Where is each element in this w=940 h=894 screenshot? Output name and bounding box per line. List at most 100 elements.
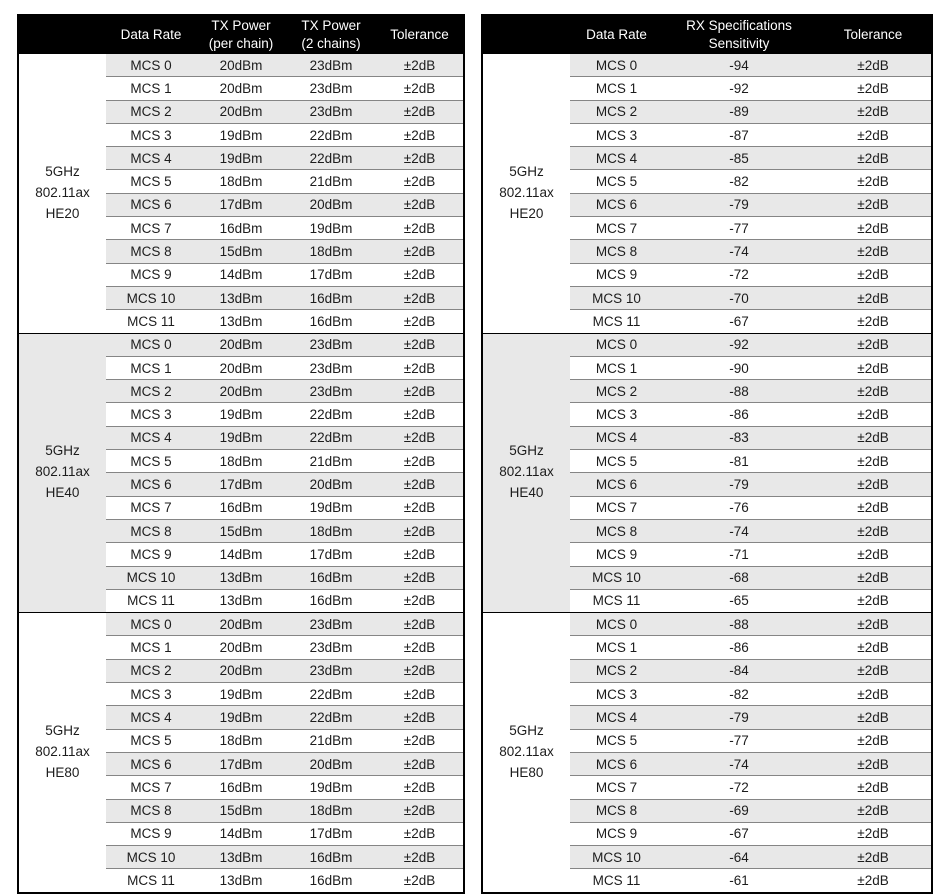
data-rate-cell: MCS 4: [106, 146, 196, 171]
tx-two-chains-cell: 21dBm: [286, 169, 376, 194]
data-rate-cell: MCS 9: [570, 542, 663, 567]
rx-sensitivity-cell: -74: [663, 239, 815, 264]
tx-two-chains-cell: 17dBm: [286, 263, 376, 287]
rx-sensitivity-cell: -88: [663, 379, 815, 404]
header-cell: Data Rate: [106, 15, 196, 54]
tx-per-chain-cell: 18dBm: [196, 729, 286, 753]
data-rate-cell: MCS 9: [106, 822, 196, 847]
header-row: Data Rate RX Specifications Sensitivity To…: [482, 15, 932, 54]
rx-sensitivity-cell: -61: [663, 868, 815, 893]
tx-per-chain-cell: 19dBm: [196, 123, 286, 148]
tolerance-cell: ±2dB: [815, 216, 932, 241]
band-header-cell: [482, 15, 570, 54]
tolerance-cell: ±2dB: [815, 263, 932, 287]
tolerance-cell: ±2dB: [376, 775, 464, 800]
data-rate-cell: MCS 4: [106, 426, 196, 451]
data-rate-cell: MCS 6: [570, 472, 663, 497]
table-row: MCS 4 19dBm 22dBm ±2dB: [18, 146, 464, 171]
tolerance-cell: ±2dB: [376, 729, 464, 753]
rx-sensitivity-cell: -72: [663, 775, 815, 800]
data-rate-cell: MCS 7: [106, 496, 196, 520]
table-row: MCS 8 15dBm 18dBm ±2dB: [18, 239, 464, 264]
data-rate-cell: MCS 8: [570, 799, 663, 823]
table-row: 5GHz 802.11ax HE80 MCS 0 20dBm 23dBm ±2dB: [18, 612, 464, 894]
table-row: MCS 9 14dBm 17dBm ±2dB: [18, 263, 464, 287]
data-rate-cell: MCS 0: [570, 612, 663, 637]
data-rate-cell: MCS 1: [106, 635, 196, 660]
table-row: MCS 7 -76 ±2dB: [482, 496, 932, 520]
tx-two-chains-cell: 23dBm: [286, 54, 376, 78]
tolerance-cell: ±2dB: [376, 193, 464, 218]
tx-per-chain-cell: 20dBm: [196, 635, 286, 660]
rx-sensitivity-cell: -87: [663, 123, 815, 148]
data-rate-cell: MCS 3: [570, 402, 663, 427]
table-row: 5GHz 802.11ax HE20 MCS 0 20dBm 23dBm ±2dB: [18, 54, 464, 334]
header-cell: Tolerance: [376, 15, 464, 54]
tolerance-cell: ±2dB: [815, 519, 932, 544]
tx-per-chain-cell: 15dBm: [196, 239, 286, 264]
tx-two-chains-cell: 16dBm: [286, 286, 376, 311]
tx-two-chains-cell: 23dBm: [286, 356, 376, 381]
tx-per-chain-cell: 18dBm: [196, 169, 286, 194]
data-rate-cell: MCS 2: [106, 379, 196, 404]
tx-per-chain-cell: 19dBm: [196, 402, 286, 427]
tx-per-chain-cell: 14dBm: [196, 542, 286, 567]
data-rate-cell: MCS 7: [106, 775, 196, 800]
tx-per-chain-cell: 20dBm: [196, 54, 286, 78]
tx-per-chain-cell: 13dBm: [196, 845, 286, 870]
tolerance-cell: ±2dB: [815, 76, 932, 101]
table-row: MCS 10 -64 ±2dB: [482, 845, 932, 870]
tx-two-chains-cell: 16dBm: [286, 845, 376, 870]
tolerance-cell: ±2dB: [376, 333, 464, 357]
table-row: MCS 10 13dBm 16dBm ±2dB: [18, 566, 464, 590]
tolerance-cell: ±2dB: [815, 123, 932, 148]
tolerance-cell: ±2dB: [815, 822, 932, 847]
table-row: MCS 3 19dBm 22dBm ±2dB: [18, 682, 464, 707]
table-row: MCS 1 -90 ±2dB: [482, 356, 932, 381]
rx-sensitivity-cell: -64: [663, 845, 815, 870]
tx-two-chains-cell: 23dBm: [286, 76, 376, 101]
band-cell: 5GHz 802.11ax HE80: [18, 612, 106, 894]
tolerance-cell: ±2dB: [815, 472, 932, 497]
tx-per-chain-cell: 20dBm: [196, 612, 286, 637]
tolerance-cell: ±2dB: [376, 822, 464, 847]
tolerance-cell: ±2dB: [376, 54, 464, 78]
tolerance-cell: ±2dB: [376, 76, 464, 101]
rx-sensitivity-cell: -74: [663, 752, 815, 777]
tolerance-cell: ±2dB: [815, 659, 932, 684]
tx-per-chain-cell: 13dBm: [196, 309, 286, 334]
data-rate-cell: MCS 5: [106, 169, 196, 194]
data-rate-cell: MCS 7: [106, 216, 196, 241]
tolerance-cell: ±2dB: [815, 589, 932, 614]
tx-two-chains-cell: 19dBm: [286, 216, 376, 241]
tx-two-chains-cell: 17dBm: [286, 822, 376, 847]
rx-sensitivity-cell: -86: [663, 635, 815, 660]
tolerance-cell: ±2dB: [376, 542, 464, 567]
rx-sensitivity-cell: -67: [663, 309, 815, 334]
table-row: MCS 7 16dBm 19dBm ±2dB: [18, 775, 464, 800]
data-rate-cell: MCS 5: [570, 729, 663, 753]
tolerance-cell: ±2dB: [376, 635, 464, 660]
table-row: MCS 1 20dBm 23dBm ±2dB: [18, 356, 464, 381]
band-cell: 5GHz 802.11ax HE20: [482, 54, 570, 334]
rx-sensitivity-cell: -88: [663, 612, 815, 637]
tx-per-chain-cell: 19dBm: [196, 146, 286, 171]
tx-per-chain-cell: 20dBm: [196, 659, 286, 684]
data-rate-cell: MCS 6: [106, 752, 196, 777]
data-rate-cell: MCS 9: [570, 263, 663, 287]
data-rate-cell: MCS 2: [570, 100, 663, 124]
rx-sensitivity-cell: -84: [663, 659, 815, 684]
data-rate-cell: MCS 9: [106, 263, 196, 287]
tx-two-chains-cell: 23dBm: [286, 379, 376, 404]
table-row: MCS 5 -81 ±2dB: [482, 449, 932, 474]
table-row: MCS 6 17dBm 20dBm ±2dB: [18, 472, 464, 497]
table-row: MCS 9 -67 ±2dB: [482, 822, 932, 847]
tx-two-chains-cell: 23dBm: [286, 612, 376, 637]
table-row: MCS 9 -72 ±2dB: [482, 263, 932, 287]
header-cell: Tolerance: [815, 15, 932, 54]
data-rate-cell: MCS 4: [106, 705, 196, 730]
table-row: MCS 1 20dBm 23dBm ±2dB: [18, 635, 464, 660]
tx-two-chains-cell: 22dBm: [286, 123, 376, 148]
tx-per-chain-cell: 17dBm: [196, 472, 286, 497]
tx-two-chains-cell: 22dBm: [286, 426, 376, 451]
